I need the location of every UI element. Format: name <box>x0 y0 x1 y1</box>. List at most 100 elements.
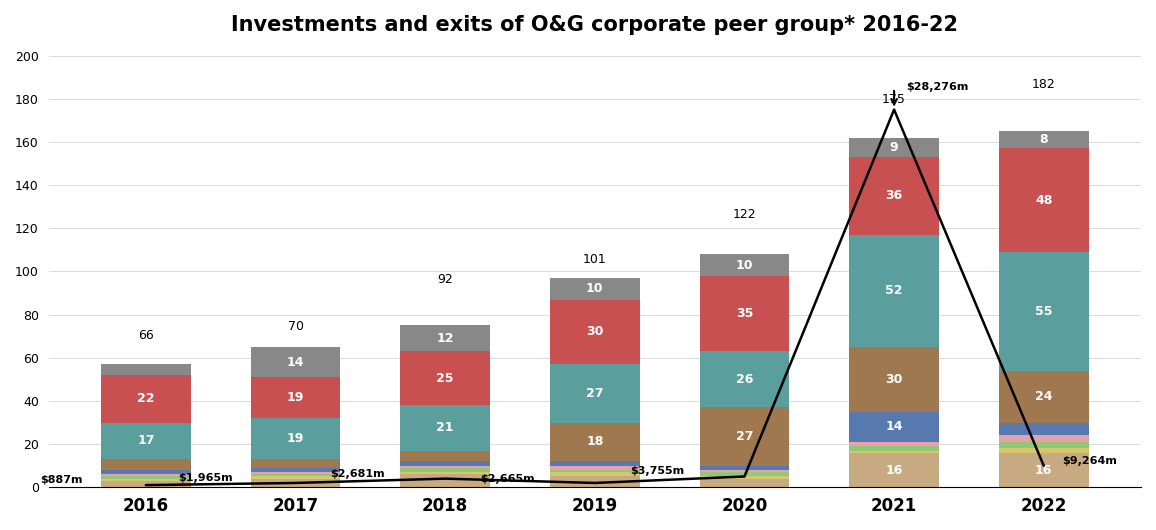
Bar <box>699 408 790 466</box>
Text: 19: 19 <box>287 391 304 404</box>
Bar <box>850 446 939 450</box>
Bar <box>699 466 790 470</box>
Text: 27: 27 <box>586 387 603 400</box>
Bar <box>699 472 790 476</box>
Bar <box>550 299 639 364</box>
Text: 182: 182 <box>1032 78 1055 91</box>
Bar <box>850 157 939 235</box>
Bar <box>850 347 939 412</box>
Bar <box>850 453 939 487</box>
Bar <box>251 476 340 479</box>
Bar <box>699 351 790 408</box>
Text: 17: 17 <box>138 435 155 447</box>
Bar <box>400 462 490 466</box>
Text: $2,681m: $2,681m <box>331 469 385 479</box>
Bar <box>101 375 191 422</box>
Bar <box>251 347 340 377</box>
Bar <box>251 418 340 459</box>
Text: 10: 10 <box>735 259 754 271</box>
Text: 27: 27 <box>735 430 754 443</box>
Bar <box>699 479 790 487</box>
Bar <box>400 474 490 487</box>
Text: $887m: $887m <box>40 475 83 485</box>
Text: 8: 8 <box>1039 134 1048 146</box>
Bar <box>999 131 1089 148</box>
Text: 122: 122 <box>733 208 756 221</box>
Text: 30: 30 <box>586 325 603 338</box>
Bar <box>251 468 340 472</box>
Bar <box>699 254 790 276</box>
Text: 175: 175 <box>882 93 906 107</box>
Text: 21: 21 <box>437 421 454 435</box>
Bar <box>999 422 1089 436</box>
Bar <box>400 468 490 472</box>
Bar <box>550 364 639 422</box>
Text: $28,276m: $28,276m <box>906 82 969 92</box>
Bar <box>400 472 490 474</box>
Bar <box>999 453 1089 487</box>
Bar <box>550 422 639 462</box>
Bar <box>400 405 490 450</box>
Bar <box>999 442 1089 448</box>
Bar <box>550 278 639 299</box>
Bar <box>699 476 790 479</box>
Text: 9: 9 <box>890 141 898 154</box>
Text: 24: 24 <box>1035 390 1052 403</box>
Bar <box>101 481 191 487</box>
Bar <box>699 470 790 472</box>
Bar <box>550 472 639 476</box>
Title: Investments and exits of O&G corporate peer group* 2016-22: Investments and exits of O&G corporate p… <box>231 15 958 35</box>
Bar <box>850 412 939 442</box>
Text: 30: 30 <box>885 373 903 386</box>
Bar <box>251 474 340 476</box>
Bar <box>101 422 191 459</box>
Bar <box>101 479 191 481</box>
Bar <box>850 235 939 347</box>
Text: $2,665m: $2,665m <box>480 474 535 484</box>
Bar <box>101 364 191 375</box>
Bar <box>101 474 191 476</box>
Bar <box>251 459 340 468</box>
Text: 22: 22 <box>138 392 155 405</box>
Bar <box>999 252 1089 371</box>
Text: 16: 16 <box>1035 464 1052 476</box>
Text: 70: 70 <box>288 320 304 333</box>
Bar <box>550 462 639 466</box>
Text: 14: 14 <box>287 356 304 368</box>
Bar <box>999 148 1089 252</box>
Text: 92: 92 <box>437 272 453 286</box>
Bar <box>101 459 191 470</box>
Text: 101: 101 <box>583 253 607 266</box>
Bar <box>999 371 1089 422</box>
Text: $1,965m: $1,965m <box>178 473 232 483</box>
Text: $3,755m: $3,755m <box>630 466 684 476</box>
Text: $9,264m: $9,264m <box>1061 456 1117 466</box>
Bar <box>400 466 490 468</box>
Text: 18: 18 <box>586 436 603 448</box>
Text: 52: 52 <box>885 285 903 297</box>
Text: 35: 35 <box>735 307 753 320</box>
Bar <box>850 138 939 157</box>
Bar <box>699 276 790 351</box>
Bar <box>550 470 639 472</box>
Bar <box>999 448 1089 453</box>
Text: 19: 19 <box>287 432 304 445</box>
Text: 36: 36 <box>885 189 903 202</box>
Bar <box>101 476 191 479</box>
Text: 66: 66 <box>138 329 154 342</box>
Bar <box>400 351 490 405</box>
Bar <box>251 479 340 487</box>
Bar <box>850 450 939 453</box>
Bar <box>850 442 939 446</box>
Text: 16: 16 <box>885 464 903 476</box>
Text: 14: 14 <box>885 420 903 434</box>
Text: 26: 26 <box>735 373 753 386</box>
Bar <box>400 325 490 351</box>
Text: 10: 10 <box>586 282 603 295</box>
Text: 12: 12 <box>437 332 454 345</box>
Text: 25: 25 <box>437 372 454 385</box>
Text: 48: 48 <box>1035 194 1052 207</box>
Bar <box>550 476 639 487</box>
Bar <box>251 472 340 474</box>
Text: 55: 55 <box>1035 305 1052 318</box>
